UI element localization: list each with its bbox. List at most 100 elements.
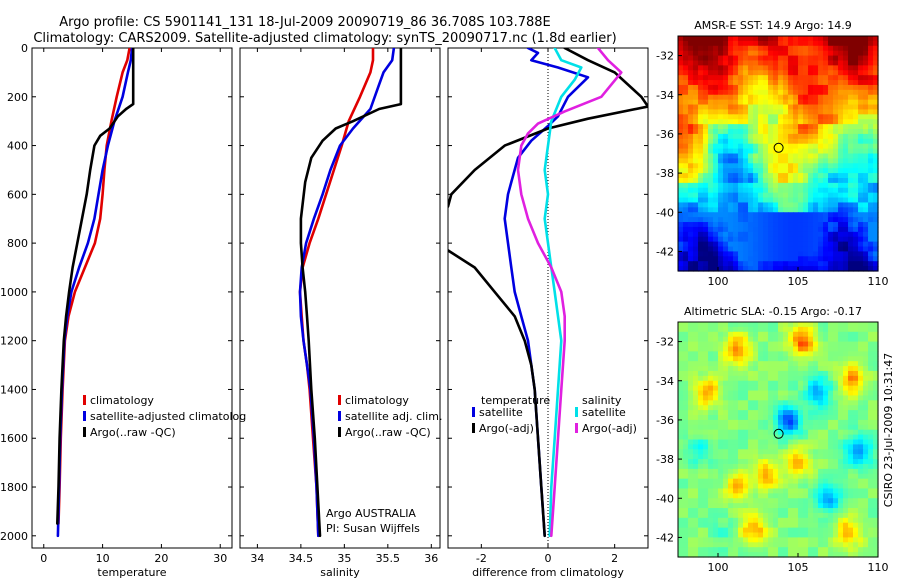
sla-map-cell	[683, 405, 689, 411]
sla-map-cell	[863, 547, 869, 553]
sst-map-cell	[868, 40, 874, 47]
sst-map-cell	[743, 80, 749, 86]
sst-map-cell	[708, 173, 714, 179]
sst-map-cell	[753, 197, 759, 204]
sst-map-cell	[843, 65, 849, 71]
sst-map-cell	[843, 202, 849, 208]
sla-map-cell	[763, 346, 769, 352]
sst-map-cell	[703, 168, 709, 174]
sla-map-cell	[688, 361, 694, 367]
sst-map-cell	[728, 231, 734, 238]
sst-map-cell	[818, 50, 824, 57]
sla-map-cell	[718, 547, 724, 553]
sla-map-cell	[718, 419, 724, 426]
sla-map-cell	[858, 326, 864, 333]
sst-map-cell	[738, 266, 744, 272]
sst-map-cell	[768, 109, 774, 115]
sst-map-cell	[868, 65, 874, 71]
sla-map-cell	[778, 517, 784, 524]
sst-map-cell	[743, 75, 749, 81]
sla-map-cell	[683, 542, 689, 548]
sst-map-cell	[833, 261, 839, 267]
sst-map-cell	[753, 45, 759, 52]
sla-map-cell	[748, 493, 754, 499]
sst-map-cell	[703, 222, 709, 228]
sla-map-cell	[733, 356, 739, 362]
sla-map-cell	[848, 400, 854, 406]
sla-map-cell	[843, 331, 849, 338]
sla-map-cell	[778, 468, 784, 475]
sla-map-cell	[708, 415, 714, 421]
sst-map-cell	[823, 55, 829, 62]
sst-map-cell	[783, 261, 789, 267]
sla-map-cell	[738, 415, 744, 421]
sla-map-cell	[693, 527, 699, 534]
sst-map-cell	[803, 40, 809, 47]
sst-map-cell	[783, 36, 789, 42]
sla-map-cell	[703, 380, 709, 387]
sst-map-cell	[813, 60, 819, 66]
sla-map-cell	[778, 336, 784, 343]
sst-map-cell	[833, 226, 839, 233]
sla-map-cell	[683, 419, 689, 426]
sla-map-cell	[718, 356, 724, 362]
sst-map-cell	[793, 75, 799, 81]
sst-map-cell	[768, 261, 774, 267]
sla-map-cell	[863, 459, 869, 465]
sst-map-cell	[703, 246, 709, 253]
sla-map-cell	[868, 503, 874, 509]
sst-map-cell	[833, 251, 839, 257]
sla-map-cell	[743, 522, 749, 529]
sst-map-cell	[823, 109, 829, 115]
sla-map-cell	[848, 395, 854, 401]
sla-map-cell	[773, 356, 779, 362]
sst-map-cell	[783, 197, 789, 204]
sst-map-cell	[773, 94, 779, 101]
sla-map-cell	[743, 473, 749, 480]
sst-map-cell	[823, 173, 829, 179]
sla-map-cell	[743, 488, 749, 494]
sla-map-cell	[703, 356, 709, 362]
sst-map-cell	[863, 236, 869, 243]
sst-map-cell	[688, 261, 694, 267]
sst-map-cell	[848, 222, 854, 228]
sst-map-cell	[838, 177, 844, 184]
sla-map-cell	[823, 498, 829, 504]
sla-map-cell	[788, 498, 794, 504]
sla-map-cell	[753, 434, 759, 441]
sla-map-cell	[748, 400, 754, 406]
sst-map-cell	[708, 129, 714, 135]
sla-map-cell	[753, 336, 759, 343]
sst-map-cell	[833, 212, 839, 218]
sla-map-cell	[738, 537, 744, 543]
sla-map-cell	[843, 370, 849, 377]
sla-map-cell	[838, 508, 844, 514]
sla-map-cell	[813, 331, 819, 338]
sst-map-cell	[773, 246, 779, 253]
sla-map-cell	[788, 444, 794, 450]
sla-map-cell	[798, 488, 804, 494]
sla-map-cell	[698, 517, 704, 524]
sla-map-cell	[778, 463, 784, 470]
sla-map-cell	[848, 503, 854, 509]
sst-map-cell	[813, 202, 819, 208]
sla-map-cell	[803, 410, 809, 416]
sst-map-cell	[788, 50, 794, 57]
sst-map-cell	[733, 60, 739, 66]
sla-map-cell	[698, 552, 704, 558]
sla-map-cell	[678, 366, 684, 372]
sla-map-cell	[848, 532, 854, 539]
sst-map-cell	[788, 94, 794, 101]
sla-map-cell	[713, 331, 719, 338]
sst-map-cell	[718, 40, 724, 47]
sla-map-cell	[678, 341, 684, 348]
sla-map-cell	[813, 434, 819, 441]
sla-map-cell	[698, 537, 704, 543]
sla-map-cell	[708, 483, 714, 490]
sst-map-cell	[738, 114, 744, 120]
sst-map-cell	[698, 45, 704, 52]
sla-map-cell	[838, 390, 844, 397]
sst-map-cell	[768, 84, 774, 91]
sla-map-cell	[678, 463, 684, 470]
sla-map-cell	[713, 375, 719, 382]
